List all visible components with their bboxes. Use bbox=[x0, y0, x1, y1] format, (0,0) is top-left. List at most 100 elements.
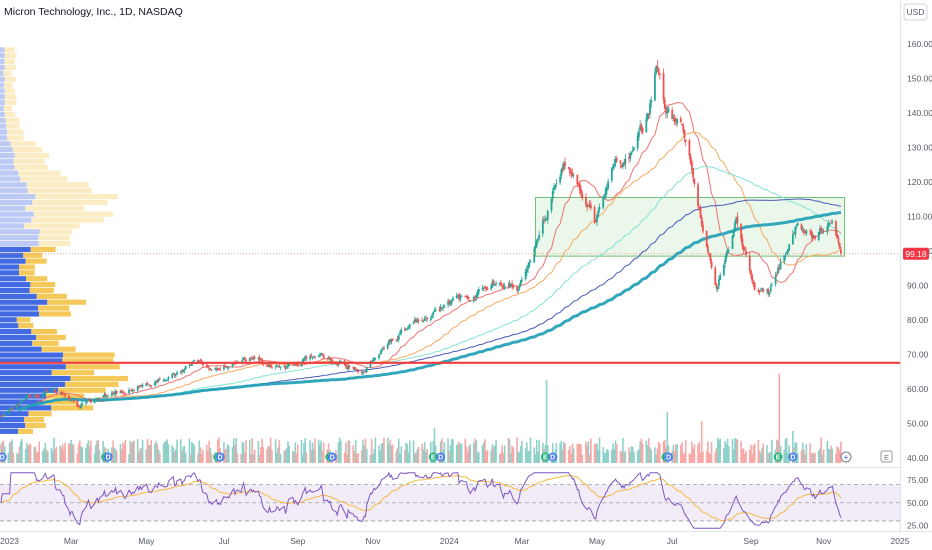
volume-bar bbox=[18, 446, 21, 463]
volume-bar bbox=[638, 449, 640, 463]
volume-profile-up-bar bbox=[0, 117, 6, 123]
dividend-marker-letter: D bbox=[666, 455, 671, 462]
candle-body bbox=[633, 147, 635, 150]
volume-bar bbox=[248, 440, 251, 463]
candle-body bbox=[731, 235, 734, 249]
volume-bar bbox=[345, 442, 347, 463]
volume-bar bbox=[512, 447, 515, 463]
volume-bar bbox=[672, 444, 675, 463]
volume-bar bbox=[35, 451, 38, 463]
candle-body bbox=[12, 407, 15, 409]
volume-bar bbox=[507, 437, 510, 463]
volume-bar bbox=[129, 440, 132, 463]
volume-profile-down-bar bbox=[30, 246, 56, 252]
volume-bar bbox=[734, 437, 736, 463]
candle-body bbox=[227, 367, 230, 368]
candle-body bbox=[630, 152, 633, 155]
volume-bar bbox=[60, 447, 63, 463]
volume-bar bbox=[253, 449, 256, 463]
volume-bar bbox=[597, 449, 600, 463]
volume-bar bbox=[67, 443, 70, 463]
volume-bar bbox=[207, 451, 209, 463]
volume-bar bbox=[24, 449, 27, 463]
candle-body bbox=[424, 318, 427, 320]
volume-profile-up-bar bbox=[0, 246, 31, 252]
volume-bar bbox=[245, 440, 247, 463]
earnings-marker-icon bbox=[540, 452, 550, 462]
volume-bar bbox=[33, 447, 36, 463]
candle-body bbox=[460, 296, 463, 297]
candle-body bbox=[288, 363, 291, 366]
volume-profile-up-bar bbox=[0, 182, 27, 188]
volume-bar bbox=[34, 446, 37, 463]
volume-bar bbox=[647, 438, 650, 463]
time-tick-label: 2024 bbox=[440, 536, 459, 546]
volume-bar bbox=[183, 445, 186, 463]
volume-profile-down-bar bbox=[3, 70, 12, 76]
volume-profile-down-bar bbox=[4, 76, 16, 82]
volume-bar bbox=[231, 446, 234, 463]
candle-body bbox=[465, 296, 468, 298]
candle-body bbox=[679, 118, 682, 123]
volume-bar bbox=[681, 442, 683, 463]
volume-bar bbox=[61, 443, 64, 463]
price-tick-label: 160.00 bbox=[907, 39, 932, 49]
time-tick-label: Jul bbox=[667, 536, 678, 546]
volume-bar bbox=[138, 452, 140, 463]
volume-bar bbox=[570, 453, 572, 463]
volume-bar bbox=[819, 448, 821, 463]
volume-bar bbox=[769, 452, 772, 463]
volume-bar bbox=[320, 440, 322, 463]
volume-bar bbox=[364, 438, 367, 463]
volume-bar bbox=[500, 452, 502, 463]
candle-body bbox=[831, 221, 834, 223]
volume-bar bbox=[619, 451, 622, 463]
candle-body bbox=[295, 363, 298, 365]
candle-body bbox=[285, 367, 288, 369]
candle-body bbox=[183, 369, 186, 371]
candle-body bbox=[501, 285, 504, 287]
volume-bar bbox=[809, 443, 811, 463]
volume-bar bbox=[447, 438, 449, 463]
earnings-toggle-button[interactable]: E bbox=[880, 450, 893, 463]
candle-body bbox=[472, 296, 475, 301]
volume-bar bbox=[751, 454, 754, 463]
candle-body bbox=[821, 230, 824, 232]
volume-bar bbox=[576, 443, 579, 463]
volume-profile-up-bar bbox=[0, 129, 8, 135]
candle-body bbox=[449, 302, 452, 305]
candle-body bbox=[665, 107, 667, 114]
volume-profile-down-bar bbox=[5, 123, 20, 129]
currency-button[interactable]: USD bbox=[903, 3, 928, 21]
volume-bar bbox=[465, 446, 468, 463]
candle-body bbox=[284, 366, 287, 369]
volume-bar bbox=[579, 443, 581, 463]
candle-body bbox=[404, 328, 406, 331]
candle-body bbox=[406, 328, 409, 330]
volume-bar bbox=[740, 441, 742, 463]
candle-body bbox=[667, 108, 670, 113]
candle-body bbox=[697, 184, 699, 207]
candle-body bbox=[614, 158, 617, 163]
candle-body bbox=[390, 339, 393, 343]
volume-profile-down-bar bbox=[4, 111, 16, 117]
candle-body bbox=[267, 365, 270, 367]
volume-bar bbox=[296, 444, 299, 463]
candle-body bbox=[241, 359, 244, 363]
volume-profile-down-bar bbox=[70, 375, 129, 382]
volume-bar bbox=[715, 448, 718, 463]
volume-bar bbox=[165, 441, 167, 463]
candle-body bbox=[493, 285, 496, 286]
candle-body bbox=[828, 222, 831, 225]
candle-body bbox=[107, 395, 110, 397]
candle-body bbox=[727, 249, 730, 251]
volume-bar bbox=[457, 443, 459, 463]
candle-body bbox=[577, 183, 580, 185]
volume-bar bbox=[607, 450, 609, 463]
volume-bar bbox=[218, 437, 220, 463]
add-indicator-button[interactable]: + bbox=[840, 451, 852, 463]
candle-body bbox=[54, 389, 57, 392]
volume-bar bbox=[180, 439, 182, 463]
candle-body bbox=[0, 416, 2, 417]
